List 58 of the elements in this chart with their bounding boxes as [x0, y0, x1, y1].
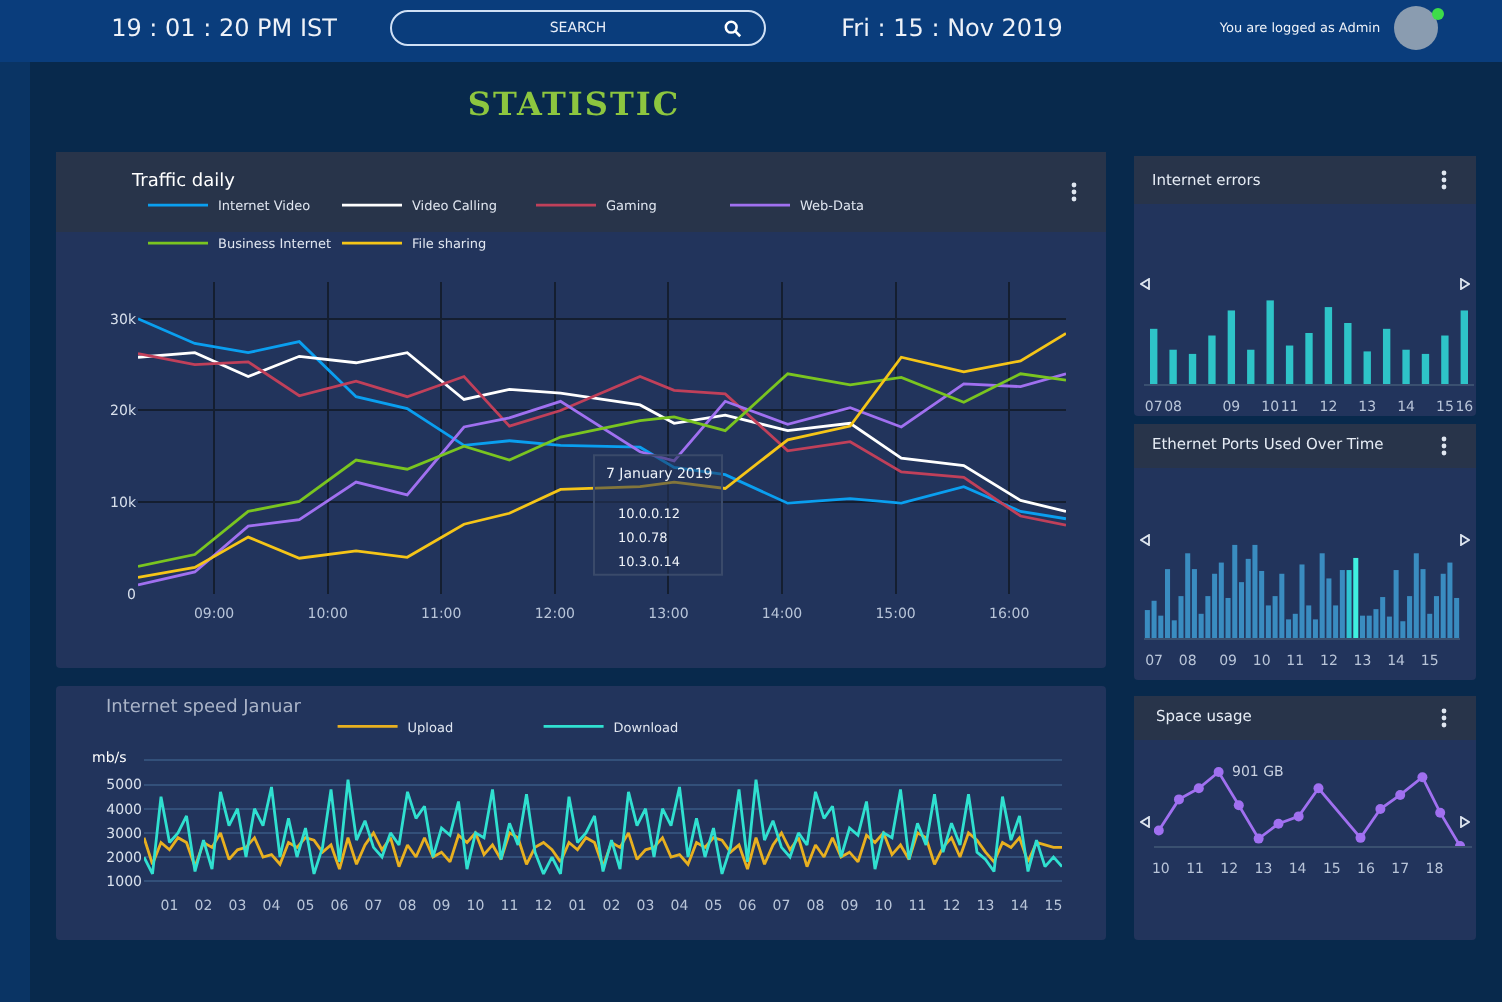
- bar: [1188, 353, 1197, 384]
- bar: [1447, 562, 1453, 638]
- chart-title: Internet speed Januar: [106, 698, 302, 719]
- bar: [1319, 553, 1325, 638]
- bar: [1393, 570, 1399, 638]
- point: [1253, 833, 1264, 844]
- bar: [1247, 349, 1255, 384]
- bar: [1151, 600, 1157, 638]
- bar: [1266, 300, 1274, 384]
- bar: [1460, 310, 1468, 384]
- point: [1173, 794, 1184, 805]
- point: [1293, 811, 1304, 822]
- bar: [1346, 570, 1352, 638]
- bar: [1339, 570, 1345, 638]
- text: STATISTIC: [467, 85, 681, 123]
- bar: [1421, 353, 1430, 384]
- bar: [1165, 569, 1171, 638]
- line-series: [144, 778, 1062, 876]
- point: [1435, 807, 1446, 818]
- bar: [1324, 307, 1333, 384]
- bar: [1208, 335, 1216, 384]
- bar: [1150, 328, 1158, 384]
- line-series: [138, 331, 1066, 579]
- bar: [1380, 597, 1386, 638]
- chart-title: Traffic daily: [130, 172, 237, 193]
- point: [1273, 818, 1284, 829]
- line-series: [138, 317, 1066, 521]
- text: 19 : 01 : 20 PM IST: [111, 14, 337, 42]
- point: [1417, 772, 1428, 783]
- bar: [1218, 562, 1224, 638]
- bar: [1359, 615, 1366, 638]
- bar: [1227, 310, 1236, 384]
- bar: [1413, 553, 1419, 638]
- bar: [1169, 349, 1177, 384]
- bar: [1285, 345, 1294, 384]
- bar: [1366, 615, 1372, 638]
- bar: [1299, 564, 1305, 638]
- point: [1313, 783, 1324, 794]
- bar: [1232, 544, 1238, 638]
- point: [1355, 832, 1366, 843]
- point: [1233, 800, 1244, 811]
- bar: [1441, 335, 1449, 384]
- text: Fri : 15 : Nov 2019: [841, 14, 1063, 42]
- bar: [1344, 322, 1352, 384]
- point: [1213, 767, 1224, 777]
- bar: [1305, 333, 1313, 384]
- bar: [1279, 573, 1285, 638]
- bar: [1185, 553, 1191, 638]
- bar: [1402, 349, 1410, 384]
- line-series: [144, 831, 1062, 871]
- bar: [1252, 544, 1258, 638]
- bar: [1382, 328, 1391, 384]
- point: [1395, 789, 1406, 800]
- point: [1154, 825, 1164, 836]
- bar: [1353, 557, 1359, 638]
- point: [1375, 804, 1386, 814]
- point: [1193, 783, 1204, 794]
- bar: [1363, 351, 1371, 384]
